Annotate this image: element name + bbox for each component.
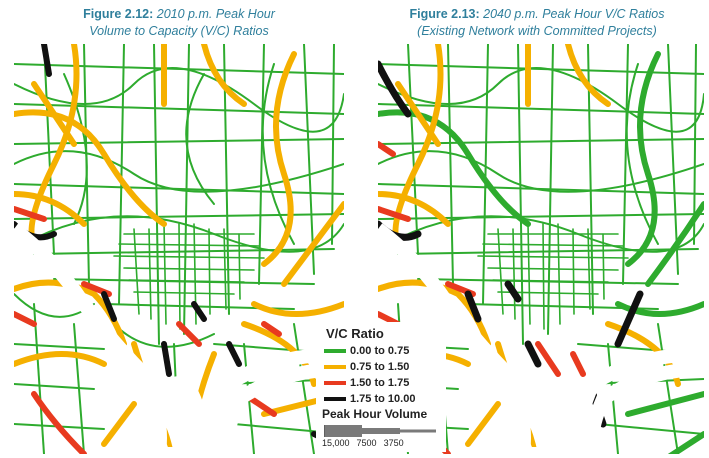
legend-item: 1.75 to 10.00	[324, 392, 415, 406]
legend-swatch-red	[324, 381, 346, 385]
legend-swatch-green	[324, 349, 346, 353]
figure-title-line2: Volume to Capacity (V/C) Ratios	[89, 24, 269, 38]
figure-number: Figure 2.12:	[83, 7, 154, 21]
figure-title-line1: 2040 p.m. Peak Hour V/C Ratios	[483, 7, 665, 21]
legend-swatch-black	[324, 397, 346, 401]
legend-label: 0.00 to 0.75	[350, 345, 410, 357]
map-legend: V/C Ratio 0.00 to 0.75 0.75 to 1.50 1.50…	[316, 322, 446, 452]
map-2010-vc-ratios	[14, 44, 344, 454]
volume-label: 7500	[356, 438, 377, 448]
volume-label: 3750	[383, 438, 404, 448]
legend-item: 1.50 to 1.75	[324, 376, 409, 390]
figure-title-line2: (Existing Network with Committed Project…	[417, 24, 657, 38]
legend-swatch-orange	[324, 365, 346, 369]
volume-legend-title: Peak Hour Volume	[322, 407, 428, 421]
figure-title-line1: 2010 p.m. Peak Hour	[156, 7, 275, 21]
volume-label: 15,000	[322, 438, 350, 448]
legend-title: V/C Ratio	[326, 326, 384, 341]
legend-item: 0.00 to 0.75	[324, 344, 409, 358]
volume-scale-labels: 15,000 7500 3750	[322, 438, 404, 448]
legend-item: 0.75 to 1.50	[324, 360, 409, 374]
legend-label: 1.75 to 10.00	[350, 393, 416, 405]
figure-caption-right: Figure 2.13: 2040 p.m. Peak Hour V/C Rat…	[372, 6, 702, 40]
road-network-2010	[14, 44, 344, 454]
figure-caption-left: Figure 2.12: 2010 p.m. Peak Hour Volume …	[14, 6, 344, 40]
volume-width-scale	[324, 425, 436, 437]
legend-label: 0.75 to 1.50	[350, 361, 410, 373]
legend-label: 1.50 to 1.75	[350, 377, 410, 389]
figure-number: Figure 2.13:	[409, 7, 480, 21]
